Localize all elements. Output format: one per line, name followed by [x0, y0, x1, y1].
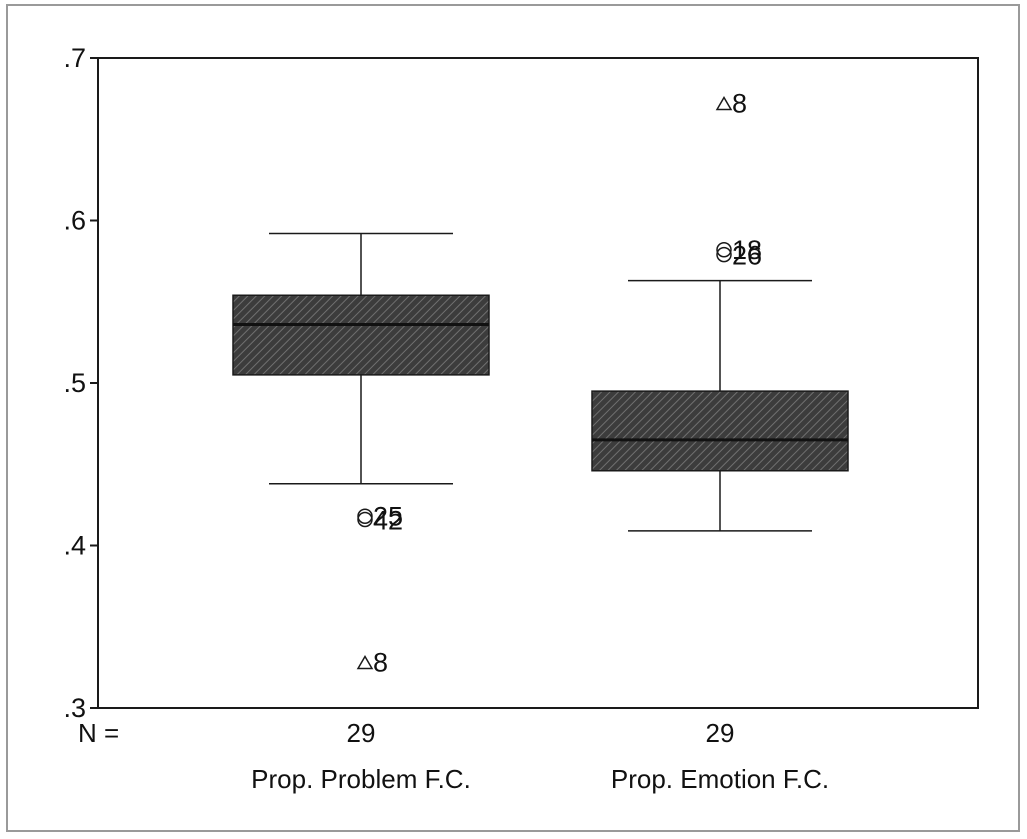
y-tick-label: .3: [63, 693, 86, 723]
outlier-circle: [716, 242, 732, 258]
outlier-label: 18: [732, 235, 762, 265]
box-iqr: [232, 294, 490, 376]
category-label: Prop. Problem F.C.: [251, 764, 471, 794]
y-tick-label: .6: [63, 206, 86, 236]
n-label: N =: [78, 718, 119, 748]
chart-frame: [6, 4, 1020, 832]
y-tick-label: .4: [63, 531, 86, 561]
outlier-label: 26: [732, 241, 762, 271]
category-label: Prop. Emotion F.C.: [611, 764, 829, 794]
outlier-label: 42: [373, 506, 403, 536]
n-count: 29: [347, 718, 376, 748]
outlier-label: 8: [373, 648, 388, 678]
box-iqr: [591, 390, 849, 472]
outlier-triangle: [356, 655, 374, 670]
outlier-label: 8: [732, 89, 747, 119]
y-tick-label: .7: [63, 43, 86, 73]
outlier-triangle: [715, 96, 733, 111]
outlier-circle: [716, 246, 732, 263]
outlier-circle: [357, 511, 373, 528]
outlier-circle: [357, 508, 373, 524]
y-tick-label: .5: [63, 368, 86, 398]
n-count: 29: [706, 718, 735, 748]
plot-area: [97, 57, 979, 709]
outlier-label: 25: [373, 501, 403, 531]
